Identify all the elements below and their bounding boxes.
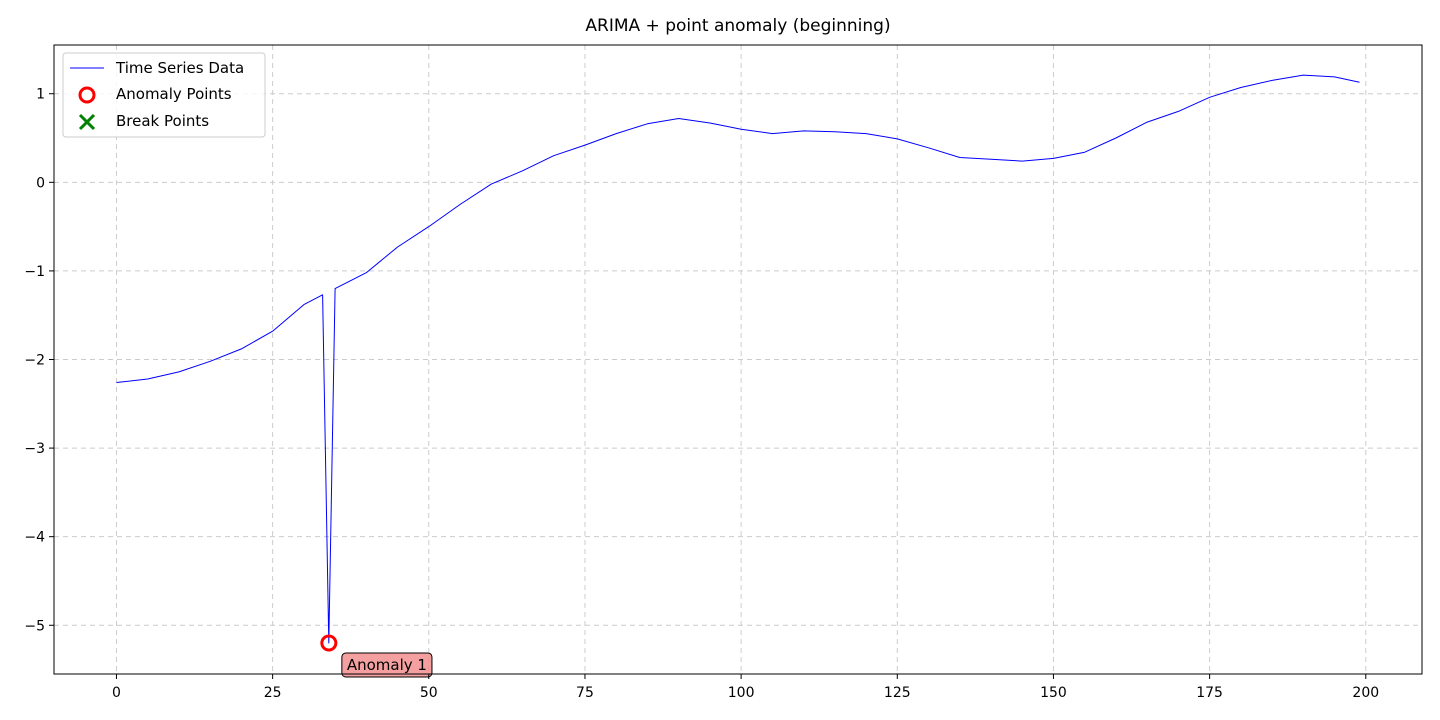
- x-tick-label: 200: [1352, 685, 1379, 701]
- series-layer: [116, 74, 1360, 644]
- x-tick-label: 0: [112, 685, 121, 701]
- legend: Time Series Data Anomaly Points Break Po…: [62, 52, 266, 138]
- legend-label-break: Break Points: [116, 112, 209, 130]
- y-tick-label: −5: [24, 618, 45, 634]
- anomaly-point: [320, 634, 338, 652]
- anomaly-markers: [320, 634, 338, 652]
- x-tick-label: 150: [1040, 685, 1067, 701]
- legend-circle-marker: [78, 86, 96, 104]
- y-tick-label: −1: [24, 264, 45, 280]
- x-tick-label: 125: [884, 685, 911, 701]
- series-line: [116, 74, 1360, 644]
- anomaly-annotation-box: [341, 652, 433, 678]
- annotations: Anomaly 1: [341, 652, 433, 678]
- y-tick-label: −2: [24, 353, 45, 369]
- axis-ticks: 0 25 50 75 100 125 150 175 200 −5 −4 −3 −2 −1 0 1: [24, 87, 1379, 701]
- anomaly-annotation-label: Anomaly 1: [347, 656, 427, 674]
- chart-title: ARIMA + point anomaly (beginning): [585, 16, 891, 36]
- legend-x-marker: [78, 113, 96, 131]
- x-tick-label: 50: [420, 685, 438, 701]
- y-tick-label: 0: [36, 175, 45, 191]
- legend-label-series: Time Series Data: [115, 59, 244, 77]
- grid-lines: [54, 45, 1422, 674]
- y-tick-label: −3: [24, 441, 45, 457]
- legend-label-anomaly: Anomaly Points: [116, 85, 232, 103]
- y-tick-label: 1: [36, 87, 45, 103]
- legend-box: [62, 52, 266, 138]
- x-tick-label: 100: [728, 685, 755, 701]
- x-tick-label: 175: [1196, 685, 1223, 701]
- x-tick-label: 75: [576, 685, 594, 701]
- y-tick-label: −4: [24, 530, 45, 546]
- x-tick-label: 25: [264, 685, 282, 701]
